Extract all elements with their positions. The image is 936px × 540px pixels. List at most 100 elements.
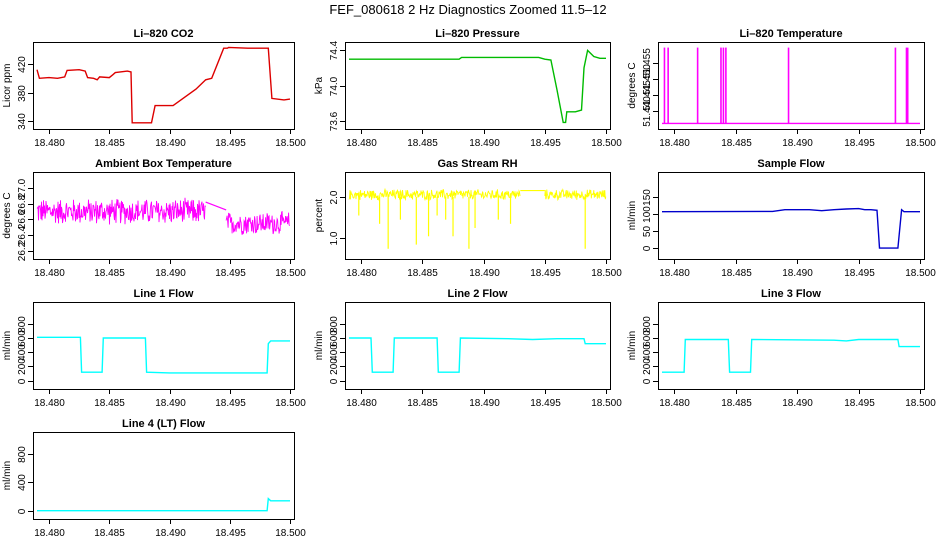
chart-title: Ambient Box Temperature [95, 158, 232, 170]
plot-frame [345, 172, 611, 260]
chart-panel-2: Li–820 Pressure 18.480 18.485 18.490 18.495 1… [314, 28, 622, 149]
x-tick-label: 18.485 [407, 398, 438, 409]
series-line [662, 338, 920, 373]
y-axis-label: degrees C [2, 192, 13, 238]
y-tick-label: 400 [17, 344, 28, 361]
x-tick-label: 18.485 [721, 398, 752, 409]
y-axis-label: degrees C [627, 62, 638, 108]
chart-panel-9: Line 3 Flow 18.480 18.485 18.490 18.495 18.50… [627, 288, 936, 409]
y-tick-label: 600 [642, 330, 653, 347]
y-tick-label: 150 [642, 189, 653, 206]
plot-frame [33, 172, 295, 260]
chart-panel-4: Ambient Box Temperature 18.480 18.485 18.49… [2, 158, 306, 279]
x-tick-label: 18.495 [215, 138, 246, 149]
y-axis-label: percent [314, 199, 325, 233]
chart-title: Sample Flow [757, 158, 825, 170]
y-tick-label: 800 [17, 446, 28, 463]
x-tick-label: 18.480 [659, 268, 690, 279]
chart-title: Line 2 Flow [448, 288, 508, 300]
series-noise-band [36, 197, 206, 225]
y-tick-label: 50 [642, 226, 653, 238]
y-tick-label: 51.450 [642, 64, 653, 95]
y-tick-label: 400 [329, 344, 340, 361]
y-tick-label: 0 [17, 378, 28, 384]
series-line [661, 207, 920, 249]
x-tick-label: 18.495 [530, 398, 561, 409]
x-tick-label: 18.485 [721, 138, 752, 149]
series-line [36, 46, 291, 124]
plot-frame [33, 42, 295, 130]
y-tick-label: 400 [17, 474, 28, 491]
x-tick-label: 18.500 [275, 398, 306, 409]
y-tick-label: 200 [329, 358, 340, 375]
x-tick-label: 18.485 [721, 268, 752, 279]
y-tick-label: 27.0 [17, 178, 28, 198]
x-tick-label: 18.485 [94, 528, 125, 539]
chart-title: Line 3 Flow [761, 288, 821, 300]
y-tick-label: 600 [329, 330, 340, 347]
y-tick-label: 800 [642, 316, 653, 333]
x-tick-label: 18.485 [94, 268, 125, 279]
x-tick-label: 18.485 [94, 138, 125, 149]
y-tick-label: 26.4 [17, 225, 28, 245]
x-tick-label: 18.485 [407, 268, 438, 279]
x-tick-label: 18.495 [530, 138, 561, 149]
x-tick-label: 18.480 [346, 138, 377, 149]
plot-frame [658, 42, 925, 130]
y-tick-label: 26.2 [17, 241, 28, 261]
x-tick-label: 18.480 [346, 398, 377, 409]
y-tick-label: 51.445 [642, 80, 653, 111]
y-tick-label: 200 [17, 358, 28, 375]
y-tick-label: 2.0 [329, 190, 340, 204]
x-tick-label: 18.500 [905, 398, 936, 409]
y-tick-label: 600 [17, 330, 28, 347]
y-tick-label: 800 [17, 316, 28, 333]
y-axis-label: Licor ppm [2, 64, 13, 108]
x-tick-label: 18.480 [659, 398, 690, 409]
x-tick-label: 18.500 [591, 138, 622, 149]
chart-panel-8: Line 2 Flow 18.480 18.485 18.490 18.495 18.50… [314, 288, 622, 409]
chart-title: Line 4 (LT) Flow [122, 418, 205, 430]
plot-frame [345, 42, 611, 130]
x-tick-label: 18.490 [782, 138, 813, 149]
y-tick-label: 1.0 [329, 231, 340, 245]
x-tick-label: 18.495 [215, 528, 246, 539]
y-tick-label: 74.4 [329, 40, 340, 60]
chart-title: Li–820 Pressure [435, 28, 519, 40]
y-tick-label: 400 [642, 344, 653, 361]
chart-panel-1: Li–820 CO2 18.480 18.485 18.490 18.495 18.500… [2, 28, 306, 149]
series-line [37, 497, 290, 512]
series-gap-line [205, 201, 227, 211]
y-tick-label: 73.6 [329, 111, 340, 131]
x-tick-label: 18.490 [469, 138, 500, 149]
x-tick-label: 18.490 [155, 138, 186, 149]
x-tick-label: 18.500 [591, 398, 622, 409]
y-axis-label: ml/min [2, 331, 13, 360]
x-tick-label: 18.490 [782, 398, 813, 409]
x-tick-label: 18.480 [34, 138, 65, 149]
x-tick-label: 18.490 [782, 268, 813, 279]
y-tick-label: 74.0 [329, 76, 340, 96]
plot-frame [345, 302, 611, 390]
series-line [349, 48, 606, 124]
x-tick-label: 18.500 [275, 138, 306, 149]
chart-title: Gas Stream RH [437, 158, 517, 170]
series-noise-band [348, 187, 521, 202]
y-axis-label: ml/min [314, 331, 325, 360]
chart-title: Line 1 Flow [134, 288, 194, 300]
y-tick-label: 0 [17, 508, 28, 514]
x-tick-label: 18.500 [275, 268, 306, 279]
x-tick-label: 18.495 [215, 398, 246, 409]
x-tick-label: 18.490 [155, 528, 186, 539]
y-tick-label: 51.440 [642, 96, 653, 127]
x-tick-label: 18.480 [34, 268, 65, 279]
x-tick-label: 18.495 [844, 268, 875, 279]
x-tick-label: 18.485 [407, 138, 438, 149]
chart-panel-5: Gas Stream RH 18.480 18.485 18.490 18.495 18.… [314, 158, 622, 279]
plot-frame [658, 302, 925, 390]
x-tick-label: 18.500 [591, 268, 622, 279]
x-tick-label: 18.480 [34, 528, 65, 539]
y-tick-label: 100 [642, 206, 653, 223]
plot-frame [33, 432, 295, 520]
x-tick-label: 18.480 [34, 398, 65, 409]
